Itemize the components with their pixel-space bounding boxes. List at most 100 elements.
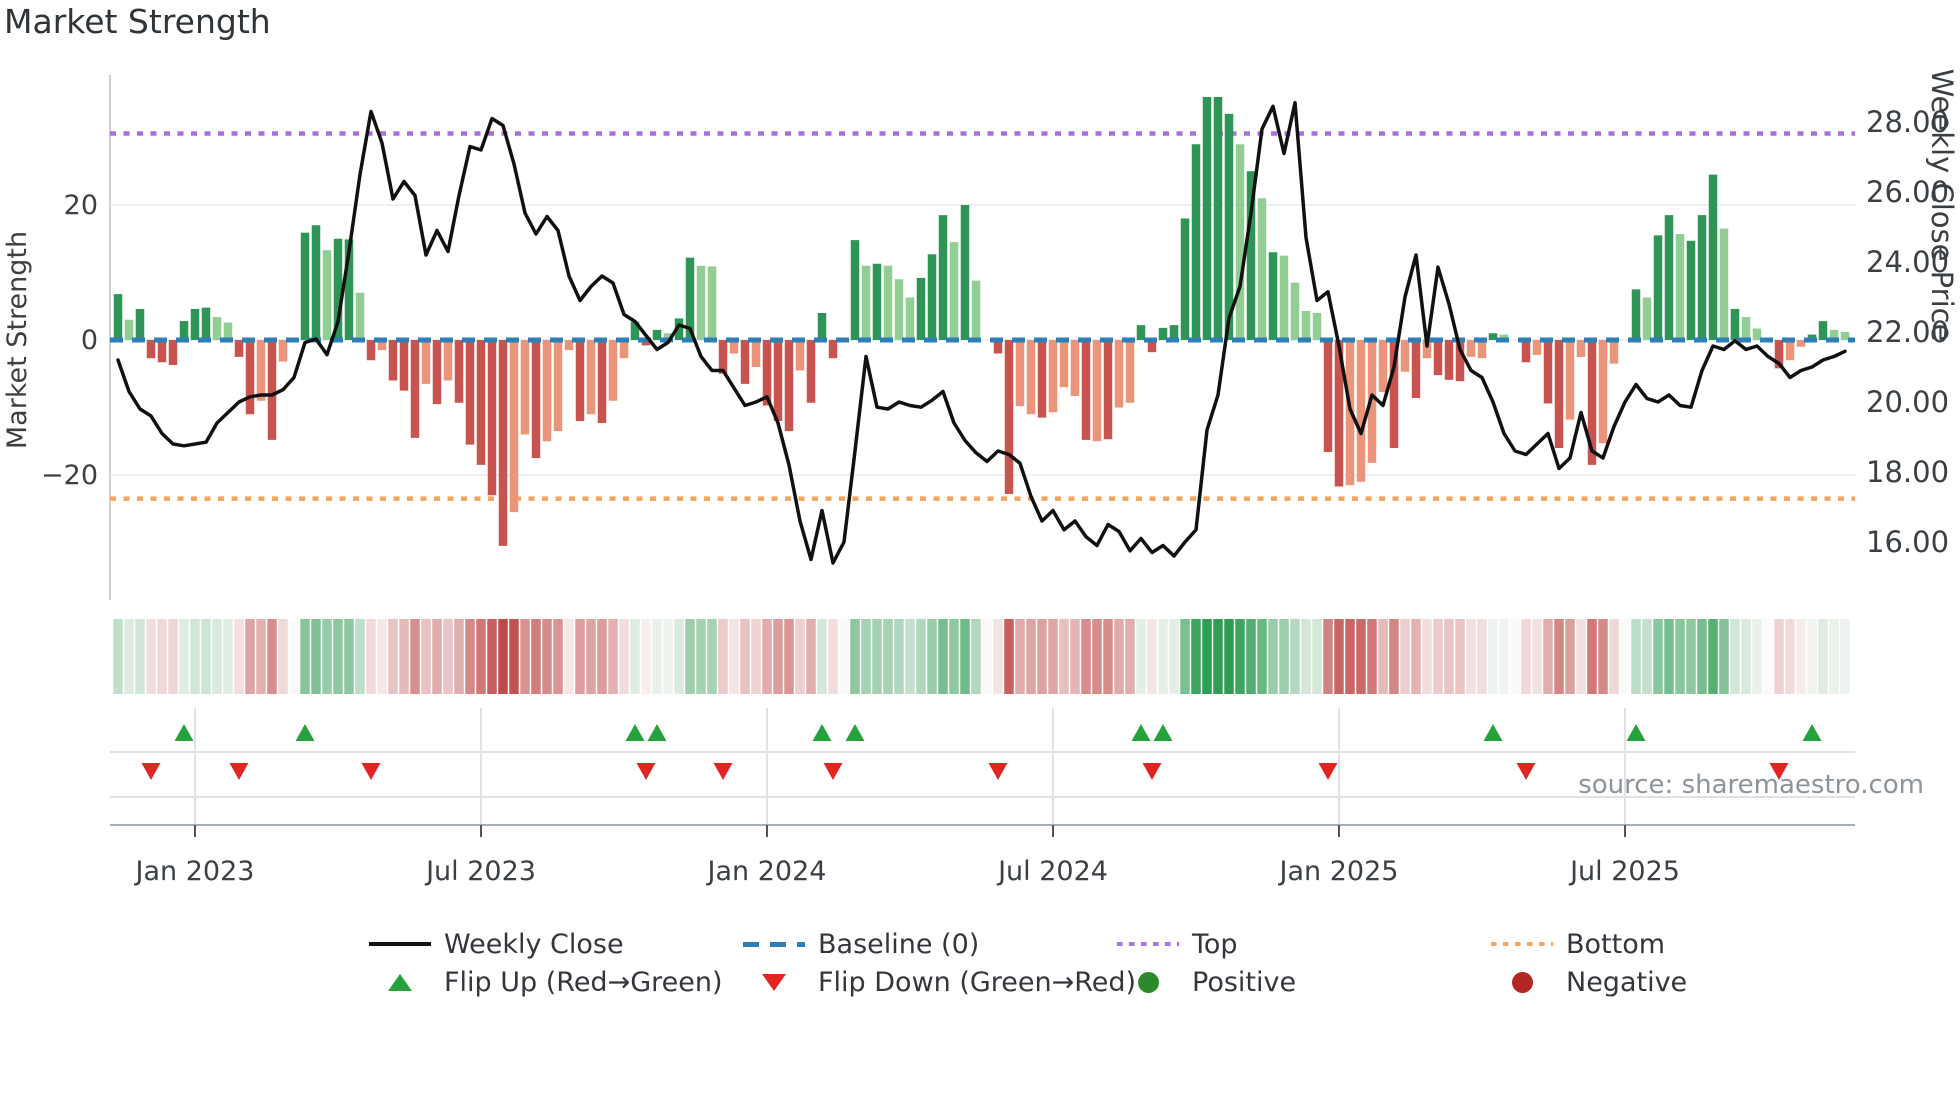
page-title: Market Strength [4, 2, 271, 41]
heatmap-cell [1136, 619, 1146, 694]
heatmap-cell [1323, 619, 1333, 694]
heatmap-cell [564, 619, 574, 694]
strength-bar [1290, 282, 1300, 340]
flip-up-marker [647, 724, 667, 741]
strength-bar [1389, 340, 1399, 448]
strength-bar [1334, 340, 1344, 487]
heatmap-cell [1752, 619, 1762, 694]
strength-bar [1807, 334, 1817, 340]
strength-bar [707, 266, 717, 340]
strength-bar [1422, 340, 1432, 359]
strength-bar [1213, 97, 1223, 340]
heatmap-cell [234, 619, 244, 694]
strength-bar [1642, 297, 1652, 340]
flip-up-marker [812, 724, 832, 741]
heatmap-cell [982, 619, 992, 694]
heatmap-cell [1202, 619, 1212, 694]
heatmap-cell [1048, 619, 1058, 694]
heatmap-cell [1807, 619, 1817, 694]
strength-bar [674, 318, 684, 340]
heatmap-cell [1741, 619, 1751, 694]
heatmap-cell [520, 619, 530, 694]
heatmap-cell [1477, 619, 1487, 694]
heatmap-cell [652, 619, 662, 694]
heatmap-cell [1092, 619, 1102, 694]
strength-bar [1224, 113, 1234, 340]
strength-bar [355, 292, 365, 340]
heatmap-cell [630, 619, 640, 694]
strength-bar [1708, 174, 1718, 340]
weekly-close-line [116, 100, 1847, 565]
heatmap-cell [927, 619, 937, 694]
heatmap-cell [410, 619, 420, 694]
heatmap-cell [1081, 619, 1091, 694]
strength-bar [377, 340, 387, 351]
strength-bar [157, 340, 167, 363]
left-axis-title: Market Strength [2, 230, 33, 450]
heatmap-cell [1345, 619, 1355, 694]
strength-bar [1818, 321, 1828, 340]
heatmap-cell [1158, 619, 1168, 694]
heatmap-cell [124, 619, 134, 694]
right-tick-label: 26.00 [1866, 175, 1949, 209]
strength-bar [1081, 340, 1091, 440]
left-tick-label: 0 [81, 325, 98, 356]
strength-bar [927, 254, 937, 340]
flip-down-marker [713, 763, 733, 780]
strength-bar [179, 321, 189, 340]
flip-down-marker [1318, 763, 1338, 780]
strength-bar [1774, 340, 1784, 369]
heatmap-cell [1499, 619, 1509, 694]
heatmap-cell [1631, 619, 1641, 694]
heatmap-cell [1697, 619, 1707, 694]
strength-bar [872, 263, 882, 340]
strength-bar [366, 340, 376, 361]
left-tick-label: 20 [64, 190, 98, 221]
heatmap-cell [597, 619, 607, 694]
strength-bar [1609, 340, 1619, 364]
strength-bar [1015, 340, 1025, 407]
flip-down-marker [229, 763, 249, 780]
strength-bar [344, 239, 354, 340]
heatmap-cell [1763, 619, 1773, 694]
strength-bar [1752, 328, 1762, 340]
strength-bar [223, 322, 233, 340]
flip-down-marker [636, 763, 656, 780]
strength-bar [432, 340, 442, 405]
right-tick-label: 24.00 [1866, 245, 1949, 279]
strength-bar [718, 340, 728, 374]
strength-bar [1576, 340, 1586, 357]
strength-bar [146, 340, 156, 359]
heatmap-cell [1686, 619, 1696, 694]
strength-bar [729, 340, 739, 354]
heatmap-cell [509, 619, 519, 694]
heatmap-cell [575, 619, 585, 694]
heatmap-cell [443, 619, 453, 694]
heatmap-cell [168, 619, 178, 694]
heatmap-cell [1576, 619, 1586, 694]
strength-bar [1158, 327, 1168, 340]
strength-bar [949, 242, 959, 340]
flip-up-marker [625, 724, 645, 741]
flip-up-marker [845, 724, 865, 741]
heatmap-cell [1125, 619, 1135, 694]
strength-bar [1191, 144, 1201, 340]
heatmap-cell [1037, 619, 1047, 694]
heatmap-cell [212, 619, 222, 694]
strength-bar [1235, 144, 1245, 340]
strength-bar [465, 340, 475, 445]
source-credit: source: sharemaestro.com [1578, 770, 1924, 800]
strength-bar [1411, 340, 1421, 399]
flip-up-marker [1131, 724, 1151, 741]
heatmap-cell [223, 619, 233, 694]
heatmap-cell [1829, 619, 1839, 694]
strength-bar [1631, 289, 1641, 340]
strength-bar [1169, 325, 1179, 340]
strength-bar [1026, 340, 1036, 415]
strength-bar [1202, 97, 1212, 340]
strength-bar [1147, 340, 1157, 353]
heatmap-cell [432, 619, 442, 694]
heatmap-cell [960, 619, 970, 694]
x-tick-label: Jan 2025 [1278, 856, 1399, 887]
